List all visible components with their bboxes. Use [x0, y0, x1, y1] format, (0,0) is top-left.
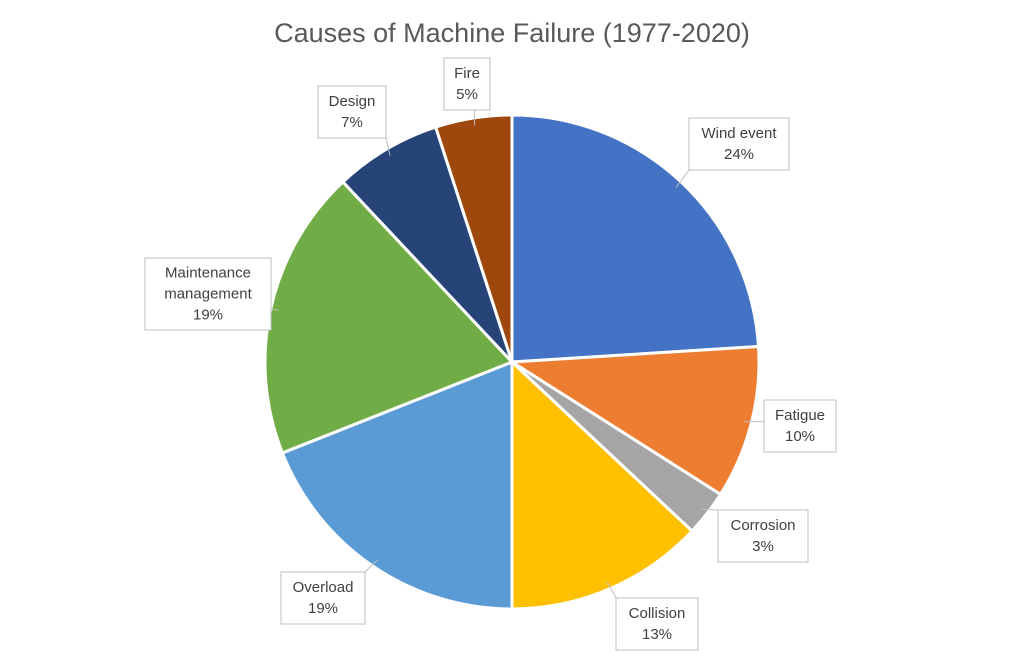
pie-slices: [263, 113, 761, 611]
data-label-callouts: Wind event 24% Fatigue 10% Corrosion 3% Collis…: [144, 57, 837, 651]
callout-corrosion: Corrosion 3%: [717, 509, 809, 563]
slice-label: Corrosion: [730, 517, 795, 534]
callout-maintenance-management: Maintenance management 19%: [144, 257, 272, 331]
slice-percent: 10%: [785, 428, 815, 445]
slice-label: Design: [329, 93, 376, 110]
chart-title: Causes of Machine Failure (1977-2020): [274, 18, 750, 48]
slice-label: Collision: [629, 605, 686, 622]
callout-box: [763, 399, 837, 453]
callout-fatigue: Fatigue 10%: [763, 399, 837, 453]
pie-slice-fatigue: [510, 344, 761, 496]
slice-label: Maintenance: [165, 265, 251, 282]
leader-line-design: [385, 137, 391, 156]
callout-box: [144, 257, 272, 331]
leader-line-overload: [364, 559, 378, 573]
callout-box: [280, 571, 366, 625]
callout-box: [615, 597, 699, 651]
pie-slice-wind-event: [510, 113, 761, 364]
slice-percent: 3%: [752, 538, 774, 555]
pie-slice-overload: [280, 360, 514, 611]
slice-label: Fire: [454, 65, 480, 82]
slice-percent: 7%: [341, 114, 363, 131]
callout-wind-event: Wind event 24%: [688, 117, 790, 171]
callout-design: Design 7%: [317, 85, 387, 139]
leader-line-corrosion: [701, 508, 719, 511]
pie-slice-fire: [434, 113, 514, 364]
leader-line-wind-event: [675, 169, 690, 188]
slice-label: management: [164, 286, 252, 303]
callout-overload: Overload 19%: [280, 571, 366, 625]
slice-percent: 13%: [642, 626, 672, 643]
callout-box: [688, 117, 790, 171]
callout-collision: Collision 13%: [615, 597, 699, 651]
pie-slice-design: [341, 125, 514, 364]
slice-percent: 5%: [456, 86, 478, 103]
callout-fire: Fire 5%: [443, 57, 491, 111]
pie-slice-collision: [510, 360, 694, 611]
slice-label: Overload: [293, 579, 354, 596]
slice-percent: 19%: [308, 600, 338, 617]
callout-leaders: [271, 110, 764, 599]
callout-box: [317, 85, 387, 139]
callout-box: [717, 509, 809, 563]
slice-percent: 19%: [193, 307, 223, 324]
slice-percent: 24%: [724, 146, 754, 163]
leader-line-collision: [606, 581, 617, 599]
slice-label: Fatigue: [775, 407, 825, 424]
slice-label: Wind event: [701, 125, 777, 142]
callout-box: [443, 57, 491, 111]
